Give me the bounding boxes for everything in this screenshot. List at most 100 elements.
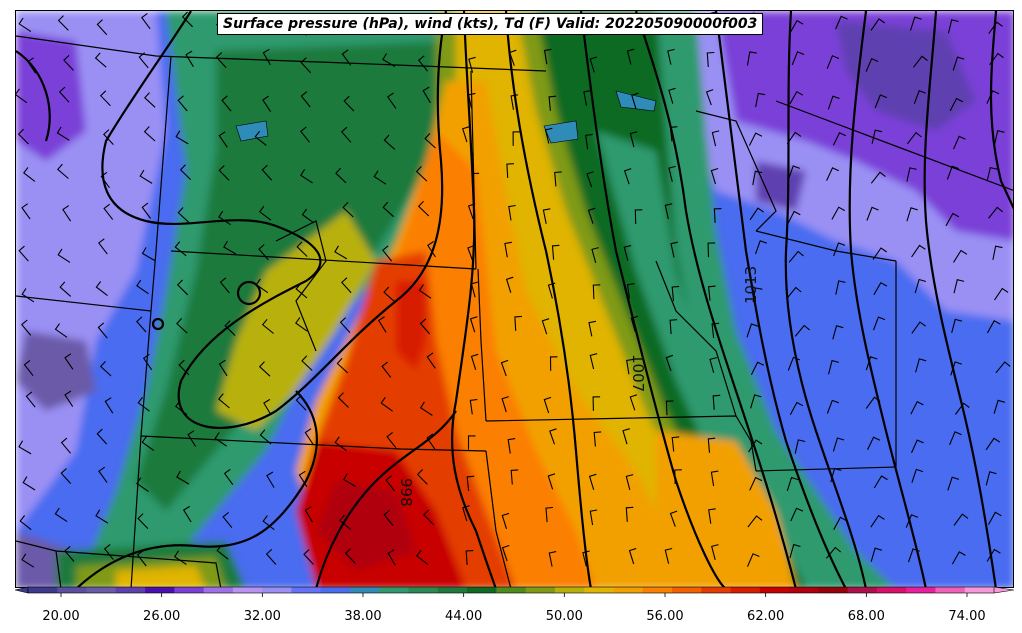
wind-barb [175,400,188,416]
wind-barb [23,167,36,182]
wind-barb [664,547,673,564]
wind-barb [462,126,470,143]
wind-barb [23,359,34,377]
isobars [16,11,1013,587]
wind-barb [467,435,476,450]
wind-barb [713,208,722,223]
wind-barb [17,128,29,145]
wind-barb [665,354,674,371]
wind-barb [25,391,36,408]
wind-barb [789,543,801,559]
wind-barb [137,513,149,529]
wind-barb [547,473,556,490]
wind-barb [64,353,74,370]
wind-barb [54,507,68,523]
wind-barb [142,353,153,371]
wind-barb [752,170,763,186]
wind-barb [712,394,721,410]
wind-barb [911,244,926,258]
map-title: Surface pressure (hPa), wind (kts), Td (… [217,13,764,35]
wind-barb [833,516,847,530]
wind-barb [100,171,110,189]
wind-barb [871,129,883,144]
wind-barb [549,428,557,445]
wind-barb [622,428,630,445]
wind-barb [387,92,397,109]
wind-barb [828,359,839,375]
wind-barb [788,250,804,263]
wind-barb [873,475,888,489]
wind-barb [508,49,517,66]
wind-barb [380,396,393,412]
wind-barb [381,361,392,378]
wind-barb [467,244,475,262]
colorbar-swatch [320,587,351,593]
wind-barb [500,359,509,377]
wind-barb [915,358,927,373]
wind-barb [905,514,919,528]
wind-barb [138,52,149,69]
wind-barb [505,276,514,293]
wind-barb [994,287,1009,301]
wind-barb [342,201,354,218]
wind-barb [60,437,72,454]
wind-barb [912,55,928,68]
wind-barb [626,48,635,65]
wind-barb [755,92,766,108]
wind-barb [832,437,845,452]
wind-barb [867,436,881,451]
state-boundaries [16,35,1013,587]
wind-barb [60,468,72,484]
wind-barb [341,277,352,294]
wind-barb [750,394,762,409]
wind-barb [949,97,964,112]
wind-barb [789,19,804,34]
wind-barb [583,90,591,106]
wind-barb [988,511,1002,525]
wind-barb [789,401,804,416]
wind-barb [830,467,842,483]
wind-barb [750,361,765,376]
wind-barb [343,95,355,112]
wind-barb [507,438,516,454]
wind-barb [988,21,1003,35]
wind-barb [173,550,187,565]
wind-barb [872,316,886,331]
wind-barb [218,165,230,181]
wind-barb [64,390,74,407]
wind-barb [337,392,349,408]
wind-barb [634,209,643,225]
wind-barb [951,551,966,565]
wind-barb [424,133,436,149]
wind-barb [749,207,765,221]
wind-barb [946,165,959,180]
wind-barb [591,247,599,264]
wind-barb [259,429,272,445]
wind-barb [335,167,347,184]
wind-barb [103,543,114,561]
wind-barb [625,474,634,491]
wind-barb [911,321,927,334]
colorbar-swatch [28,587,58,593]
wind-barb [21,319,32,336]
wind-barb [416,469,428,485]
colorbar-swatch [379,587,410,593]
colorbar-swatch [730,587,761,593]
colorbar-swatch [876,587,907,593]
wind-barb [790,507,804,522]
wind-barb [667,48,675,65]
colorbar-swatch [115,587,146,593]
wind-barb [341,49,352,66]
wind-barb [506,163,514,179]
wind-barb [382,245,393,262]
wind-barb [586,171,594,188]
colorbar-ticks: 20.00 26.00 32.00 38.00 44.00 50.00 56.00 62.00… [42,593,986,624]
wind-barb [385,475,396,492]
colorbar-tick-label: 50.00 [546,609,583,624]
colorbar-tick-label: 32.00 [244,609,281,624]
colorbar-swatch [467,587,497,593]
colorbar-tick-label: 20.00 [42,609,79,624]
map-panel: 1013 1007 998 [15,10,1014,588]
wind-barb [626,283,635,299]
wind-barb [177,95,188,112]
